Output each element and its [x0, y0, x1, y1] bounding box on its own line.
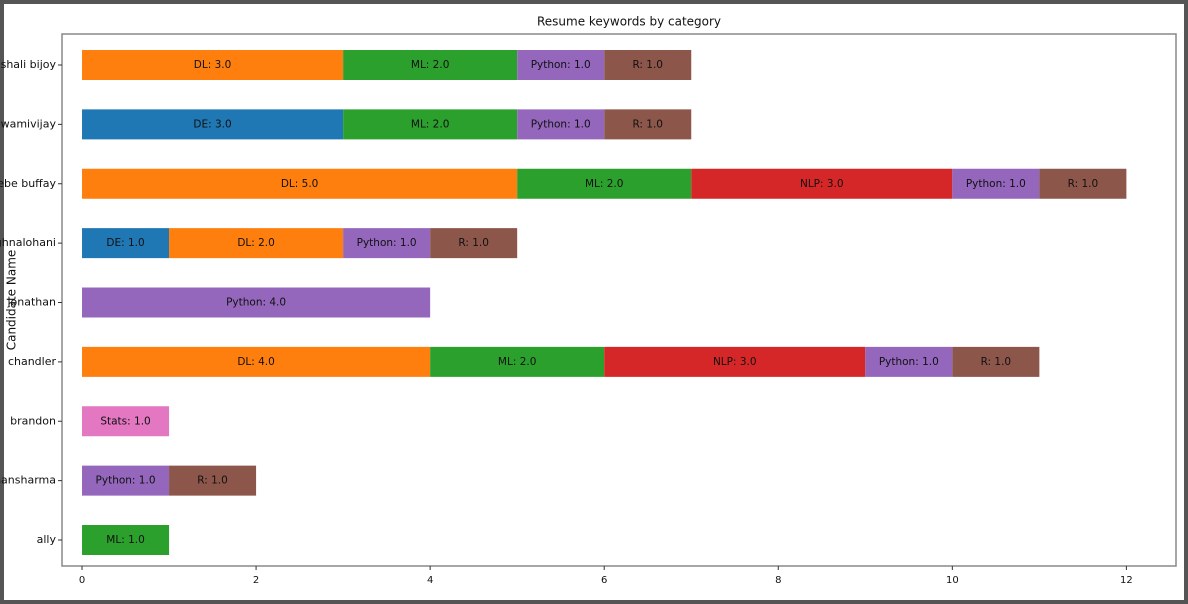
- bar-segment: [691, 168, 953, 199]
- x-tick-label: 8: [775, 575, 781, 586]
- bar-label: Python: 4.0: [226, 297, 286, 309]
- bar-segment: [82, 228, 170, 259]
- bar-label: DE: 3.0: [193, 118, 231, 130]
- x-tick-label: 10: [946, 575, 959, 586]
- bar-segment: [82, 109, 344, 140]
- bar-segment: [343, 109, 518, 140]
- bar-label: Python: 1.0: [96, 475, 156, 487]
- bar-label: R: 1.0: [1068, 178, 1099, 190]
- bar-label: R: 1.0: [197, 475, 228, 487]
- bar-label: DL: 4.0: [237, 356, 275, 368]
- bar-label: DL: 2.0: [237, 237, 275, 249]
- y-tick-label: brandon: [10, 414, 56, 427]
- chart-title: Resume keywords by category: [537, 15, 721, 29]
- bar-segment: [430, 346, 605, 377]
- bar-segment: [604, 346, 866, 377]
- y-tick-label: meghnalohani: [0, 236, 56, 249]
- bar-segment: [82, 406, 170, 437]
- y-tick-label: ally: [37, 533, 57, 546]
- bar-label: ML: 2.0: [411, 118, 449, 130]
- bar-segment: [604, 109, 692, 140]
- bar-segment: [82, 50, 344, 80]
- bar-segment: [343, 228, 431, 259]
- y-tick-label: amansharma: [0, 474, 56, 487]
- y-tick-label: jonathan: [7, 296, 57, 309]
- bar-label: Python: 1.0: [879, 356, 939, 368]
- bar-segment: [517, 109, 605, 140]
- bar-segment: [169, 228, 344, 259]
- bar-segment: [517, 50, 605, 80]
- bar-label: Stats: 1.0: [100, 415, 150, 427]
- bar-label: DL: 5.0: [281, 178, 319, 190]
- bar-segment: [169, 465, 257, 496]
- x-tick-label: 12: [1120, 575, 1133, 586]
- x-tick-label: 4: [427, 575, 433, 586]
- bar-segment: [82, 287, 431, 318]
- x-tick-label: 2: [253, 575, 259, 586]
- bar-label: ML: 2.0: [411, 59, 449, 71]
- bar-segment: [82, 525, 170, 555]
- bar-segment: [952, 346, 1040, 377]
- y-tick-label: vaishali bijoy: [0, 58, 56, 71]
- bar-segment: [952, 168, 1040, 199]
- bar-label: NLP: 3.0: [713, 356, 757, 368]
- bar-label: Python: 1.0: [531, 59, 591, 71]
- bar-segment: [604, 50, 692, 80]
- bar-label: NLP: 3.0: [800, 178, 844, 190]
- bar-label: Python: 1.0: [357, 237, 417, 249]
- y-tick-label: phoebe buffay: [0, 177, 56, 190]
- bar-segment: [82, 168, 518, 199]
- y-tick-label: swamivijay: [0, 117, 56, 130]
- bar-label: ML: 2.0: [498, 356, 536, 368]
- bar-label: R: 1.0: [458, 237, 489, 249]
- bar-label: ML: 1.0: [106, 534, 144, 546]
- x-tick-label: 0: [79, 575, 85, 586]
- bar-segment: [865, 346, 953, 377]
- bar-segment: [82, 465, 170, 496]
- axes-frame: [61, 33, 1177, 567]
- bar-label: Python: 1.0: [966, 178, 1026, 190]
- y-axis-label: Candidate Name: [5, 250, 19, 351]
- bar-segment: [343, 50, 518, 80]
- bar-segment: [82, 346, 431, 377]
- bar-label: R: 1.0: [632, 118, 663, 130]
- bar-segment: [517, 168, 692, 199]
- bar-label: DL: 3.0: [194, 59, 232, 71]
- x-tick-label: 6: [601, 575, 607, 586]
- bar-label: Python: 1.0: [531, 118, 591, 130]
- bar-label: DE: 1.0: [106, 237, 144, 249]
- bar-label: R: 1.0: [632, 59, 663, 71]
- bar-label: ML: 2.0: [585, 178, 623, 190]
- bar-segment: [1039, 168, 1127, 199]
- bar-label: R: 1.0: [981, 356, 1012, 368]
- bar-segment: [430, 228, 518, 259]
- y-tick-label: chandler: [8, 355, 57, 368]
